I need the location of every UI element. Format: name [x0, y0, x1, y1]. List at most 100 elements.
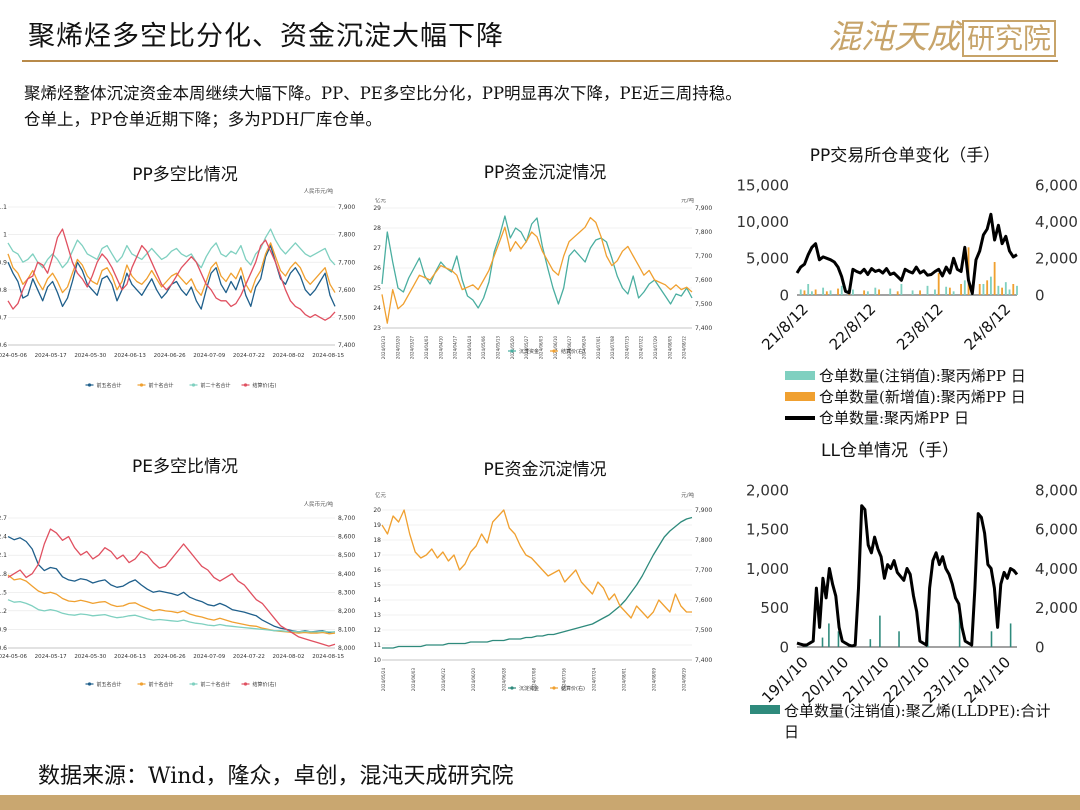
legend-label: 前二十名合计 [201, 382, 231, 389]
series-line [381, 215, 693, 309]
y-right-tick-label: 8,600 [338, 534, 355, 541]
bar [889, 288, 892, 295]
series-line [7, 528, 336, 647]
legend-marker [191, 383, 196, 387]
series-line [381, 216, 693, 324]
legend-marker [139, 682, 144, 686]
chart-pe-ratio: 0.6 0.9 1.2 1.5 1.8 2.1 2.4 2.7 8,000 8,100 8,200 8… [0, 500, 355, 688]
y-right-tick-label: 4,000 [1035, 213, 1078, 231]
y-right-tick-label: 7,900 [695, 507, 712, 514]
x-tick-label: 2024/07/08 [610, 336, 615, 360]
y-left-tick-label: 11 [373, 642, 381, 649]
x-tick-label: 2024-08-02 [273, 654, 305, 660]
x-tick-label: 2024/05/13 [496, 336, 501, 360]
chart-title-pp-warrant: PP交易所仓单变化（手） [809, 146, 1001, 166]
bar [852, 289, 854, 295]
x-tick-label: 2024/08/05 [667, 336, 672, 360]
bar [986, 280, 989, 295]
bar [829, 290, 832, 295]
x-tick-label: 2024/04/10 [438, 336, 443, 360]
y-left-unit: 亿元 [375, 491, 387, 499]
legend-label: 沉淀资金 [519, 685, 539, 692]
bar [963, 280, 966, 295]
legend-swatch [785, 415, 815, 420]
y-left-tick-label: 0.8 [0, 287, 7, 294]
y-right-tick-label: 8,100 [338, 627, 355, 634]
series-line [7, 599, 335, 633]
x-tick-label: 2024-07-09 [193, 353, 225, 359]
x-tick-label: 2024-06-13 [114, 654, 146, 660]
bar [926, 285, 929, 295]
y-right-tick-label: 7,800 [695, 229, 712, 236]
x-tick-label: 2024/08/09 [652, 668, 657, 692]
y-right-tick-label: 0 [1035, 638, 1045, 656]
y-left-tick-label: 23 [373, 325, 381, 332]
y-right-tick-label: 7,800 [695, 537, 712, 544]
y-left-tick-label: 2,000 [746, 481, 789, 499]
x-tick-label: 2024/07/24 [591, 668, 596, 692]
y-left-tick-label: 1 [3, 232, 7, 239]
y-left-tick-label: 5,000 [746, 250, 789, 268]
intro-line-2: 仓单上，PP仓单近期下降；多为PDH厂库仓单。 [24, 110, 382, 129]
bar [828, 623, 830, 647]
bottom-bar [0, 795, 1080, 810]
bar [810, 291, 813, 295]
x-tick-label: 2024-08-15 [312, 654, 344, 660]
x-tick-label: 2024/07/22 [639, 336, 644, 360]
y-left-tick-label: 1.5 [0, 589, 7, 596]
logo: 混沌天成 研究院 [828, 10, 1056, 58]
chart-title-ll-warrant: LL仓单情况（手） [821, 441, 959, 461]
pp-warrant-legend: 仓单数量(注销值):聚丙烯PP 日 仓单数量(新增值):聚丙烯PP 日 仓单数量… [785, 365, 1026, 428]
legend-marker [510, 349, 514, 353]
x-tick-label: 2024/06/24 [581, 336, 586, 360]
y-right-tick-label: 7,800 [338, 232, 355, 239]
legend-marker [139, 383, 144, 387]
legend-label: 结算价(右) [561, 348, 585, 355]
bar [919, 290, 921, 295]
bar [1001, 287, 1004, 295]
bar [978, 284, 981, 295]
y-left-tick-label: 2.7 [0, 515, 7, 522]
y-left-tick-label: 16 [373, 567, 381, 574]
legend-label: 前二十名合计 [201, 681, 231, 688]
y-right-tick-label: 4,000 [1035, 560, 1078, 578]
y-left-tick-label: 0 [779, 638, 789, 656]
chart-ll-warrant: 0 500 1,000 1,500 2,000 0 2,000 4,000 6,000 8,000… [746, 481, 1078, 705]
legend-marker [87, 383, 92, 387]
logo-text: 混沌天成 [827, 17, 960, 56]
y-right-tick-label: 8,400 [338, 571, 355, 578]
y-right-tick-label: 7,600 [695, 597, 712, 604]
y-left-tick-label: 18 [373, 537, 381, 544]
x-tick-label: 2024/08/19 [682, 668, 687, 692]
bar [807, 284, 810, 295]
x-tick-label: 2024-07-09 [193, 654, 225, 660]
x-tick-label: 2024-06-26 [154, 353, 186, 359]
y-left-tick-label: 10 [373, 657, 381, 664]
x-tick-label: 2024-06-13 [114, 353, 146, 359]
bar [799, 289, 802, 295]
y-right-tick-label: 7,600 [338, 287, 355, 294]
y-left-tick-label: 0 [779, 286, 789, 304]
y-left-tick-label: 1.1 [0, 204, 7, 211]
y-right-tick-label: 6,000 [1035, 521, 1078, 539]
legend-label: 前十名合计 [149, 382, 174, 389]
y-right-tick-label: 8,500 [338, 552, 355, 559]
legend-item: 仓单数量(注销值):聚乙烯(LLDPE):合计 日 [750, 700, 1070, 742]
x-tick-label: 2024/03/13 [381, 336, 386, 360]
y-left-tick-label: 2.4 [0, 534, 7, 541]
y-right-unit: 人民币元/吨 [304, 187, 334, 195]
x-tick-label: 2024-05-17 [35, 654, 67, 660]
legend-item: 仓单数量(注销值):聚丙烯PP 日 [785, 365, 1026, 386]
bar [1008, 289, 1011, 295]
bar [937, 273, 940, 295]
y-right-tick-label: 7,400 [695, 657, 712, 664]
x-tick-label: 2024/06/10 [553, 336, 558, 360]
y-left-tick-label: 29 [373, 205, 381, 212]
series-line [7, 228, 336, 321]
legend-label: 前五名合计 [97, 681, 122, 688]
data-source: 数据来源：Wind，隆众，卓创，混沌天成研究院 [38, 764, 514, 789]
x-tick-label: 2024/04/03 [424, 336, 429, 360]
y-left-tick-label: 500 [760, 599, 789, 617]
x-tick-label: 2024-07-22 [233, 353, 265, 359]
x-tick-label: 2024/08/12 [682, 336, 687, 360]
